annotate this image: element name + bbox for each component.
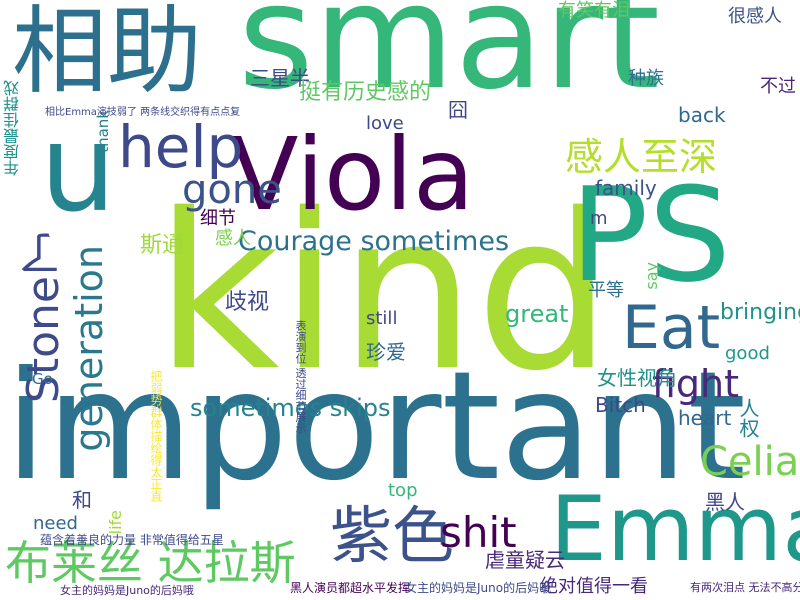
- word-qishi: 歧视: [225, 290, 270, 315]
- word-family: family: [595, 176, 657, 200]
- word-viola: Viola: [230, 116, 475, 233]
- phrase-heiren-yanyuan: 黑人演员都超水平发挥: [290, 581, 411, 595]
- word-juedui-zhide: 绝对值得一看: [540, 576, 648, 597]
- word-go: Go: [32, 370, 53, 388]
- word-sanxingban: 三星半: [250, 66, 310, 90]
- word-renquan: 人权: [736, 398, 760, 438]
- phrase-juno-mother-1: 女主的妈妈是Juno的后妈哦: [60, 584, 194, 597]
- word-good: good: [725, 343, 770, 364]
- word-help: help: [118, 113, 244, 181]
- word-need: need: [33, 513, 78, 534]
- word-zhenai: 珍爱: [366, 340, 406, 364]
- word-top: top: [388, 480, 418, 501]
- word-hen-ganren: 很感人: [728, 6, 782, 27]
- word-life: life: [106, 510, 125, 535]
- word-fight: fight: [652, 362, 740, 406]
- word-generation: generation: [67, 245, 111, 452]
- word-niandu-zuijia: 年度最佳群戏: [3, 80, 22, 176]
- word-great: great: [505, 300, 569, 328]
- word-m: m: [590, 208, 608, 229]
- word-zise: 紫色: [330, 499, 455, 572]
- word-important: important: [5, 340, 747, 514]
- word-emma: Emma: [550, 477, 800, 582]
- word-sometimes-skips: sometimes skips: [190, 394, 391, 422]
- phrase-xiangbi-emma: 相比Emma演技弱了 两条线交织得有点点复: [45, 107, 241, 118]
- word-ganren: 感人: [215, 228, 251, 249]
- word-say: say: [642, 262, 661, 290]
- word-celia: Celia: [700, 439, 800, 485]
- word-ganren-zhishen: 感人至深: [565, 135, 718, 179]
- phrase-juno-mother-2: 女主的妈妈是Juno的后妈哦: [405, 581, 552, 595]
- word-buguo: 不过: [760, 76, 796, 97]
- word-pingdeng: 平等: [588, 280, 624, 301]
- word-heart: heart: [678, 406, 732, 430]
- word-blythe-dallas: 布莱丝 达拉斯: [5, 536, 296, 590]
- word-youlishigan: 挺有历史感的: [299, 80, 432, 105]
- word-smart: smart: [238, 0, 661, 122]
- phrase-ruoshi-qunti: 把弱势群体描绘得太正直: [149, 370, 163, 502]
- word-shit: shit: [440, 508, 517, 557]
- word-xiangzhu: 相助: [12, 0, 203, 107]
- word-heiren: 黑人: [705, 490, 745, 514]
- word-he: 和: [72, 488, 92, 512]
- word-gone: gone: [182, 167, 282, 213]
- phrase-biaoyan-daowei: 表演到位 透过细节展示: [294, 320, 307, 434]
- word-nuetong-yiyun: 虐童疑云: [485, 548, 565, 572]
- word-jiong: 囧: [448, 98, 468, 122]
- word-u: u: [40, 100, 117, 239]
- word-xijie: 细节: [200, 208, 236, 229]
- word-nvxing-shijiao: 女性视角: [597, 366, 677, 390]
- word-bitch: Bitch: [595, 393, 646, 417]
- word-youxiaoyoulei: 有笑有泪: [558, 0, 630, 21]
- phrase-liangci-leidian: 有两次泪点 无法不高分: [690, 581, 800, 594]
- word-sitong: 斯通: [140, 233, 185, 258]
- word-love: love: [366, 113, 404, 134]
- word-eat: Eat: [622, 293, 721, 363]
- word-ps: PS: [570, 159, 731, 311]
- word-zhongzu: 种族: [628, 68, 664, 89]
- word-kind: kind: [155, 167, 612, 418]
- word-back: back: [678, 103, 726, 127]
- word-still: still: [366, 308, 398, 329]
- word-bringing: bringing: [720, 300, 800, 325]
- word-courage-sometimes: Courage sometimes: [238, 226, 510, 257]
- phrase-shanliang: 蕴含着善良的力量 非常值得给五星: [40, 533, 224, 547]
